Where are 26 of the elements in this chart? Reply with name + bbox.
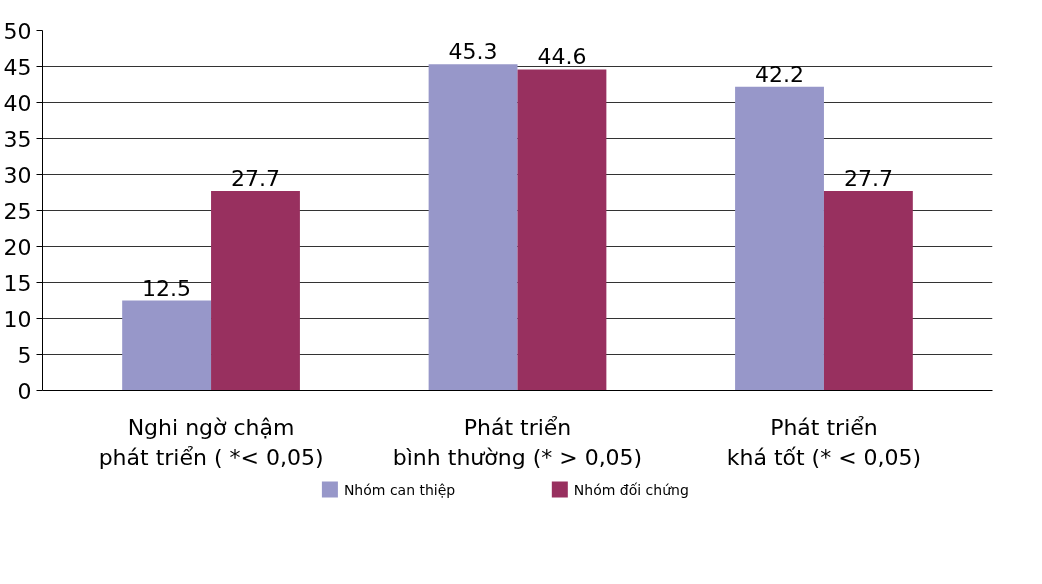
legend-label: Nhóm đối chứng bbox=[573, 481, 689, 498]
y-tick-label: 20 bbox=[3, 234, 32, 260]
data-label: 12.5 bbox=[142, 275, 192, 301]
bar bbox=[735, 86, 824, 391]
y-tick-label: 15 bbox=[3, 270, 32, 296]
data-label: 42.2 bbox=[755, 61, 805, 87]
y-tick-label: 40 bbox=[3, 90, 32, 116]
y-tick-label: 25 bbox=[3, 198, 32, 224]
bar bbox=[428, 64, 518, 391]
bar bbox=[122, 300, 212, 391]
bar bbox=[823, 191, 913, 391]
y-tick-label: 0 bbox=[17, 378, 32, 404]
y-tick-label: 50 bbox=[3, 18, 32, 44]
bar bbox=[517, 69, 607, 391]
y-tick-label: 30 bbox=[3, 162, 32, 188]
y-tick-label: 10 bbox=[3, 306, 32, 332]
data-label: 45.3 bbox=[448, 39, 498, 65]
y-tick-label: 45 bbox=[3, 54, 32, 80]
legend-label: Nhóm can thiệp bbox=[343, 481, 456, 498]
bar bbox=[211, 191, 300, 391]
y-tick-label: 35 bbox=[3, 126, 32, 152]
x-tick-label: Phát triển khá tốt (* < 0,05) bbox=[726, 414, 922, 470]
x-tick-label: Nghi ngờ chậm phát triển ( *< 0,05) bbox=[98, 414, 324, 470]
x-tick-label: Phát triển bình thường (* > 0,05) bbox=[392, 414, 643, 470]
data-label: 44.6 bbox=[537, 44, 587, 70]
y-tick-label: 5 bbox=[17, 342, 32, 368]
